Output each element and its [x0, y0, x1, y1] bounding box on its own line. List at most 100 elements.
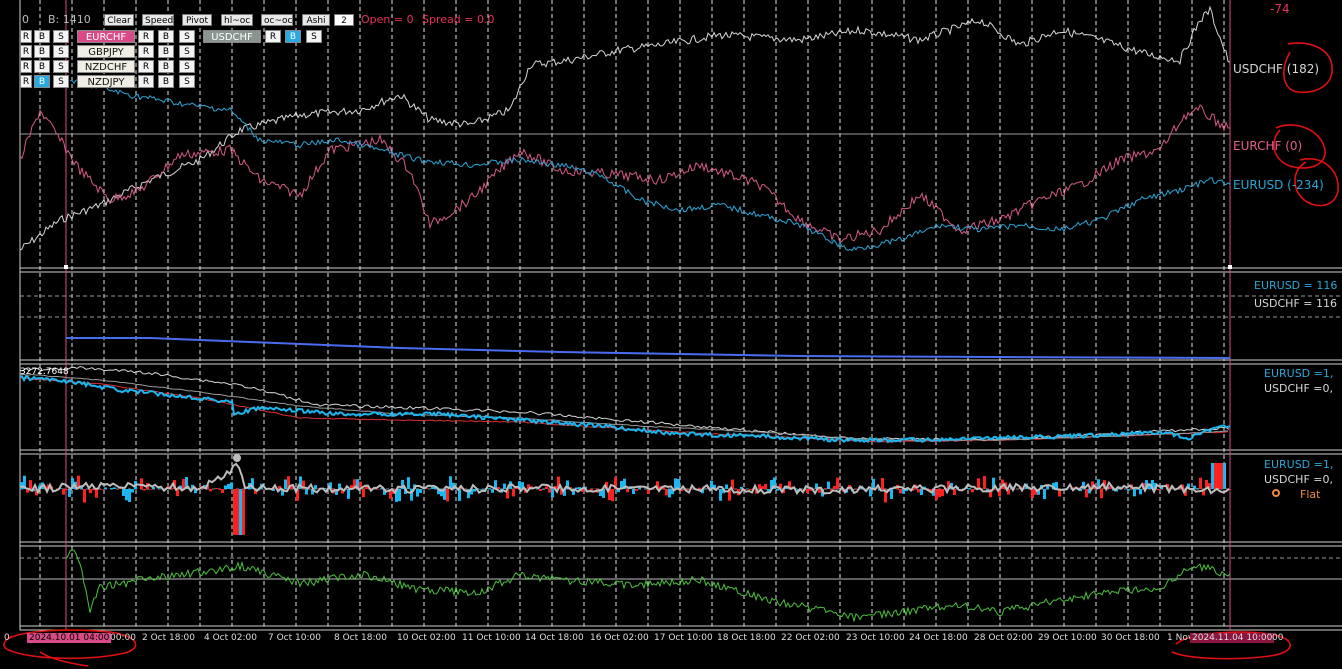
nzdjpy-r-button[interactable]: R: [138, 75, 154, 88]
oscillator-bar: [557, 476, 560, 489]
oscillator-bar: [452, 482, 455, 489]
hl-oc-button[interactable]: hl~oc: [221, 14, 253, 26]
symbol-eurchf-button[interactable]: EURCHF: [77, 30, 135, 43]
row2-s-button[interactable]: S: [53, 45, 69, 58]
oscillator-bar: [671, 489, 674, 495]
symbol-usdchf-button[interactable]: USDCHF: [203, 30, 261, 43]
nzdchf-r-button[interactable]: R: [138, 60, 154, 73]
oscillator-bar: [647, 489, 650, 494]
speed-button[interactable]: Speed: [142, 14, 174, 26]
oscillator-bar: [296, 489, 299, 501]
oscillator-bar: [281, 489, 284, 496]
oscillator-bar: [185, 476, 188, 489]
eurchf-r-button[interactable]: R: [138, 30, 154, 43]
symbol-gbpjpy-button[interactable]: GBPJPY: [77, 45, 135, 58]
pane2-eurusd-label: EURUSD = 116: [1254, 279, 1338, 292]
oscillator-bar: [77, 475, 80, 489]
row1-b-button[interactable]: B: [34, 30, 50, 43]
oscillator-bar: [881, 478, 884, 489]
oscillator-bar: [113, 487, 116, 489]
axis-start-highlight[interactable]: 2024.10.01 04:00: [27, 633, 112, 643]
nzdjpy-b-button[interactable]: B: [158, 75, 174, 88]
eurchf-s-button[interactable]: S: [179, 30, 195, 43]
oscillator-bar: [1058, 489, 1061, 497]
usdchf-s-button[interactable]: S: [306, 30, 322, 43]
clear-button[interactable]: Clear: [104, 14, 134, 26]
oscillator-bar: [104, 487, 107, 489]
oscillator-bar: [836, 477, 839, 489]
pane4-usdchf-label: USDCHF =0,: [1264, 473, 1333, 486]
symbol-nzdjpy-button[interactable]: NZDJPY: [77, 75, 135, 88]
oscillator-bar: [929, 489, 932, 492]
eurchf-series-line: [19, 104, 1231, 244]
oscillator-bar: [506, 489, 509, 499]
oscillator-bar: [221, 489, 224, 494]
row2-r-button[interactable]: R: [20, 45, 32, 58]
gbpjpy-b-button[interactable]: B: [158, 45, 174, 58]
usdchf-value-label: USDCHF (182): [1233, 62, 1320, 76]
eurchf-b-button[interactable]: B: [158, 30, 174, 43]
oscillator-bar: [317, 488, 320, 489]
oc-oc-button[interactable]: oc~oc: [261, 14, 293, 26]
oscillator-bar: [224, 485, 227, 489]
row1-s-button[interactable]: S: [53, 30, 69, 43]
axis-end-highlight[interactable]: 2024.11.04 10:00: [1190, 633, 1275, 643]
row4-r-button[interactable]: R: [20, 75, 32, 88]
oscillator-bar: [467, 489, 470, 499]
oscillator-bar: [674, 478, 677, 489]
oscillator-bar: [833, 485, 836, 489]
row3-b-button[interactable]: B: [34, 60, 50, 73]
oscillator-bar: [491, 489, 494, 493]
oscillator-bar: [935, 489, 938, 500]
oscillator-bar: [1127, 489, 1130, 491]
row4-b-button[interactable]: B: [34, 75, 50, 88]
oscillator-bar: [563, 489, 566, 496]
row4-s-button[interactable]: S: [53, 75, 69, 88]
oscillator-bar: [968, 488, 971, 489]
gbpjpy-r-button[interactable]: R: [138, 45, 154, 58]
row2-b-button[interactable]: B: [34, 45, 50, 58]
row1-r-button[interactable]: R: [20, 30, 32, 43]
open-status-text: Open = 0: [361, 13, 414, 26]
oscillator-bar: [902, 489, 905, 494]
usdchf-b-button[interactable]: B: [285, 30, 301, 43]
end-marker-handle[interactable]: [1228, 265, 1232, 269]
oscillator-bar: [758, 484, 761, 489]
pivot-button[interactable]: Pivot: [182, 14, 212, 26]
oscillator-bar: [95, 489, 98, 498]
pane5-green-line: [65, 549, 1231, 623]
usdchf-r-button[interactable]: R: [265, 30, 281, 43]
nzdchf-b-button[interactable]: B: [158, 60, 174, 73]
start-marker-handle[interactable]: [64, 265, 68, 269]
flat-status-label: Flat: [1300, 488, 1321, 501]
oscillator-bar: [488, 488, 491, 489]
oscillator-bar: [1055, 482, 1058, 489]
oscillator-bar: [1079, 489, 1082, 492]
oscillator-bar: [62, 489, 65, 495]
oscillator-bar: [26, 489, 29, 493]
oscillator-bar: [626, 489, 629, 493]
oscillator-bar: [710, 480, 713, 489]
oscillator-bar: [1193, 485, 1196, 489]
ashi-button[interactable]: Ashi: [302, 14, 330, 26]
oscillator-bar: [578, 487, 581, 489]
oscillator-bar: [149, 489, 152, 490]
oscillator-bar: [998, 489, 1001, 497]
oscillator-bar: [731, 479, 734, 489]
oscillator-bar: [158, 488, 161, 489]
symbol-nzdchf-button[interactable]: NZDCHF: [77, 60, 135, 73]
oscillator-bar: [665, 489, 668, 496]
oscillator-bar: [83, 489, 86, 503]
oscillator-bar: [20, 482, 23, 489]
row3-s-button[interactable]: S: [53, 60, 69, 73]
nzdchf-s-button[interactable]: S: [179, 60, 195, 73]
ashi-value-field[interactable]: 2: [334, 14, 354, 26]
row3-r-button[interactable]: R: [20, 60, 32, 73]
gbpjpy-s-button[interactable]: S: [179, 45, 195, 58]
oscillator-bar: [425, 488, 428, 489]
oscillator-bar: [215, 487, 218, 489]
nzdjpy-s-button[interactable]: S: [179, 75, 195, 88]
oscillator-bar: [1145, 480, 1148, 489]
oscillator-bar: [821, 489, 824, 497]
